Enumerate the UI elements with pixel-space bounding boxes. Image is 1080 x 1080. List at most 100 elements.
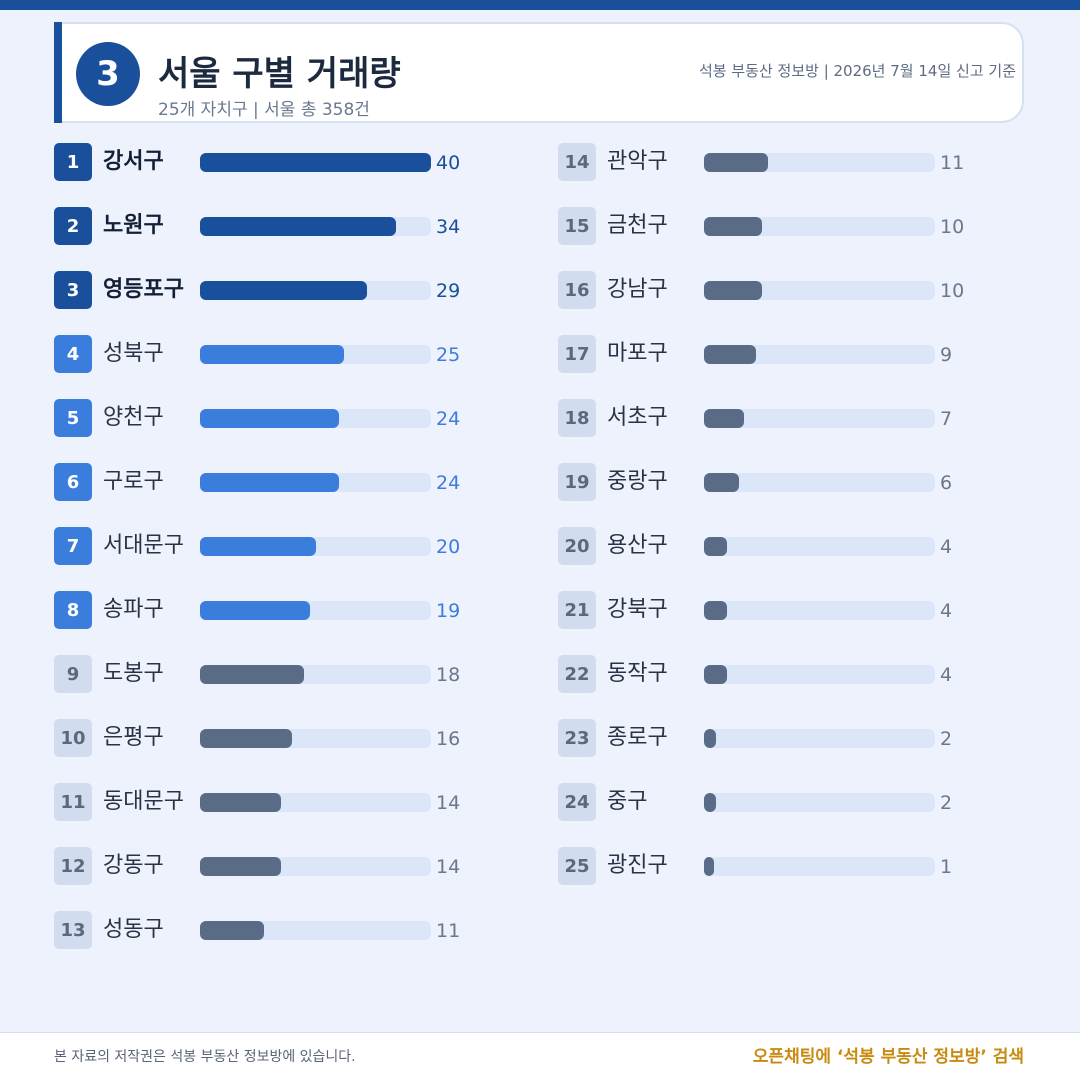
bar-row: 20 용산구 4 bbox=[558, 526, 978, 566]
category-label: 중랑구 bbox=[607, 469, 668, 494]
value-label: 20 bbox=[436, 536, 461, 558]
rank-badge: 16 bbox=[558, 271, 596, 309]
category-label: 동대문구 bbox=[103, 789, 184, 814]
rank-badge: 23 bbox=[558, 719, 596, 757]
bar-track bbox=[704, 857, 935, 876]
category-label: 중구 bbox=[607, 789, 648, 814]
bar bbox=[704, 793, 716, 812]
bar-row: 14 관악구 11 bbox=[558, 142, 978, 182]
bar bbox=[200, 729, 292, 748]
bar bbox=[704, 601, 727, 620]
bar-row: 21 강북구 4 bbox=[558, 590, 978, 630]
category-label: 관악구 bbox=[607, 149, 668, 174]
value-label: 11 bbox=[940, 152, 965, 174]
bar bbox=[200, 153, 431, 172]
bar-row: 8 송파구 19 bbox=[54, 590, 474, 630]
value-label: 2 bbox=[940, 792, 953, 814]
bar-track bbox=[704, 345, 935, 364]
bar-row: 15 금천구 10 bbox=[558, 206, 978, 246]
category-label: 노원구 bbox=[103, 213, 164, 238]
value-label: 24 bbox=[436, 472, 461, 494]
value-label: 18 bbox=[436, 664, 461, 686]
bar bbox=[200, 409, 339, 428]
category-label: 마포구 bbox=[607, 341, 668, 366]
bar bbox=[200, 601, 310, 620]
bar bbox=[704, 665, 727, 684]
value-label: 4 bbox=[940, 664, 953, 686]
open-chat-cta: 오픈채팅에 ‘석봉 부동산 정보방’ 검색 bbox=[752, 1047, 1024, 1067]
bar-row: 6 구로구 24 bbox=[54, 462, 474, 502]
rank-badge: 20 bbox=[558, 527, 596, 565]
bar-track bbox=[200, 281, 431, 300]
rank-badge: 9 bbox=[54, 655, 92, 693]
category-label: 강서구 bbox=[103, 149, 164, 174]
bar-track bbox=[704, 217, 935, 236]
bar bbox=[200, 921, 264, 940]
bar bbox=[704, 473, 739, 492]
category-label: 송파구 bbox=[103, 597, 164, 622]
bar-row: 16 강남구 10 bbox=[558, 270, 978, 310]
bar-row: 19 중랑구 6 bbox=[558, 462, 978, 502]
bar bbox=[200, 473, 339, 492]
section-number-badge: 3 bbox=[76, 42, 140, 106]
value-label: 9 bbox=[940, 344, 953, 366]
category-label: 서대문구 bbox=[103, 533, 184, 558]
category-label: 양천구 bbox=[103, 405, 164, 430]
bar-row: 12 강동구 14 bbox=[54, 846, 474, 886]
bar bbox=[200, 857, 281, 876]
bar-track bbox=[200, 729, 431, 748]
bar-row: 4 성북구 25 bbox=[54, 334, 474, 374]
header-accent-bar bbox=[54, 22, 62, 123]
value-label: 10 bbox=[940, 280, 965, 302]
bar-track bbox=[200, 857, 431, 876]
category-label: 광진구 bbox=[607, 853, 668, 878]
category-label: 종로구 bbox=[607, 725, 668, 750]
bar-track bbox=[200, 473, 431, 492]
bar-track bbox=[704, 409, 935, 428]
rank-badge: 5 bbox=[54, 399, 92, 437]
rank-badge: 25 bbox=[558, 847, 596, 885]
bar bbox=[200, 537, 316, 556]
bar-track bbox=[200, 409, 431, 428]
bar-row: 24 중구 2 bbox=[558, 782, 978, 822]
value-label: 16 bbox=[436, 728, 461, 750]
rank-badge: 7 bbox=[54, 527, 92, 565]
bar bbox=[704, 345, 756, 364]
bar-track bbox=[704, 601, 935, 620]
rank-badge: 6 bbox=[54, 463, 92, 501]
category-label: 금천구 bbox=[607, 213, 668, 238]
bar-track bbox=[704, 665, 935, 684]
bar-row: 25 광진구 1 bbox=[558, 846, 978, 886]
rank-badge: 4 bbox=[54, 335, 92, 373]
value-label: 4 bbox=[940, 536, 953, 558]
value-label: 11 bbox=[436, 920, 461, 942]
bar-row: 3 영등포구 29 bbox=[54, 270, 474, 310]
bar bbox=[704, 729, 716, 748]
value-label: 2 bbox=[940, 728, 953, 750]
bar-track bbox=[200, 665, 431, 684]
bar-row: 1 강서구 40 bbox=[54, 142, 474, 182]
bar bbox=[704, 857, 714, 876]
footer-divider bbox=[0, 1032, 1080, 1033]
bar bbox=[200, 345, 344, 364]
header-card bbox=[54, 22, 1024, 123]
value-label: 34 bbox=[436, 216, 461, 238]
bar bbox=[200, 217, 396, 236]
bar-row: 17 마포구 9 bbox=[558, 334, 978, 374]
bar-track bbox=[200, 217, 431, 236]
rank-badge: 21 bbox=[558, 591, 596, 629]
source-note: 석봉 부동산 정보방 | 2026년 7월 14일 신고 기준 bbox=[698, 62, 1016, 80]
category-label: 은평구 bbox=[103, 725, 164, 750]
category-label: 영등포구 bbox=[103, 277, 184, 302]
category-label: 동작구 bbox=[607, 661, 668, 686]
bar-row: 23 종로구 2 bbox=[558, 718, 978, 758]
bar-track bbox=[200, 153, 431, 172]
footer bbox=[0, 1033, 1080, 1080]
rank-badge: 24 bbox=[558, 783, 596, 821]
category-label: 도봉구 bbox=[103, 661, 164, 686]
bar bbox=[704, 281, 762, 300]
category-label: 용산구 bbox=[607, 533, 668, 558]
value-label: 29 bbox=[436, 280, 461, 302]
top-stripe bbox=[0, 0, 1080, 10]
category-label: 서초구 bbox=[607, 405, 668, 430]
